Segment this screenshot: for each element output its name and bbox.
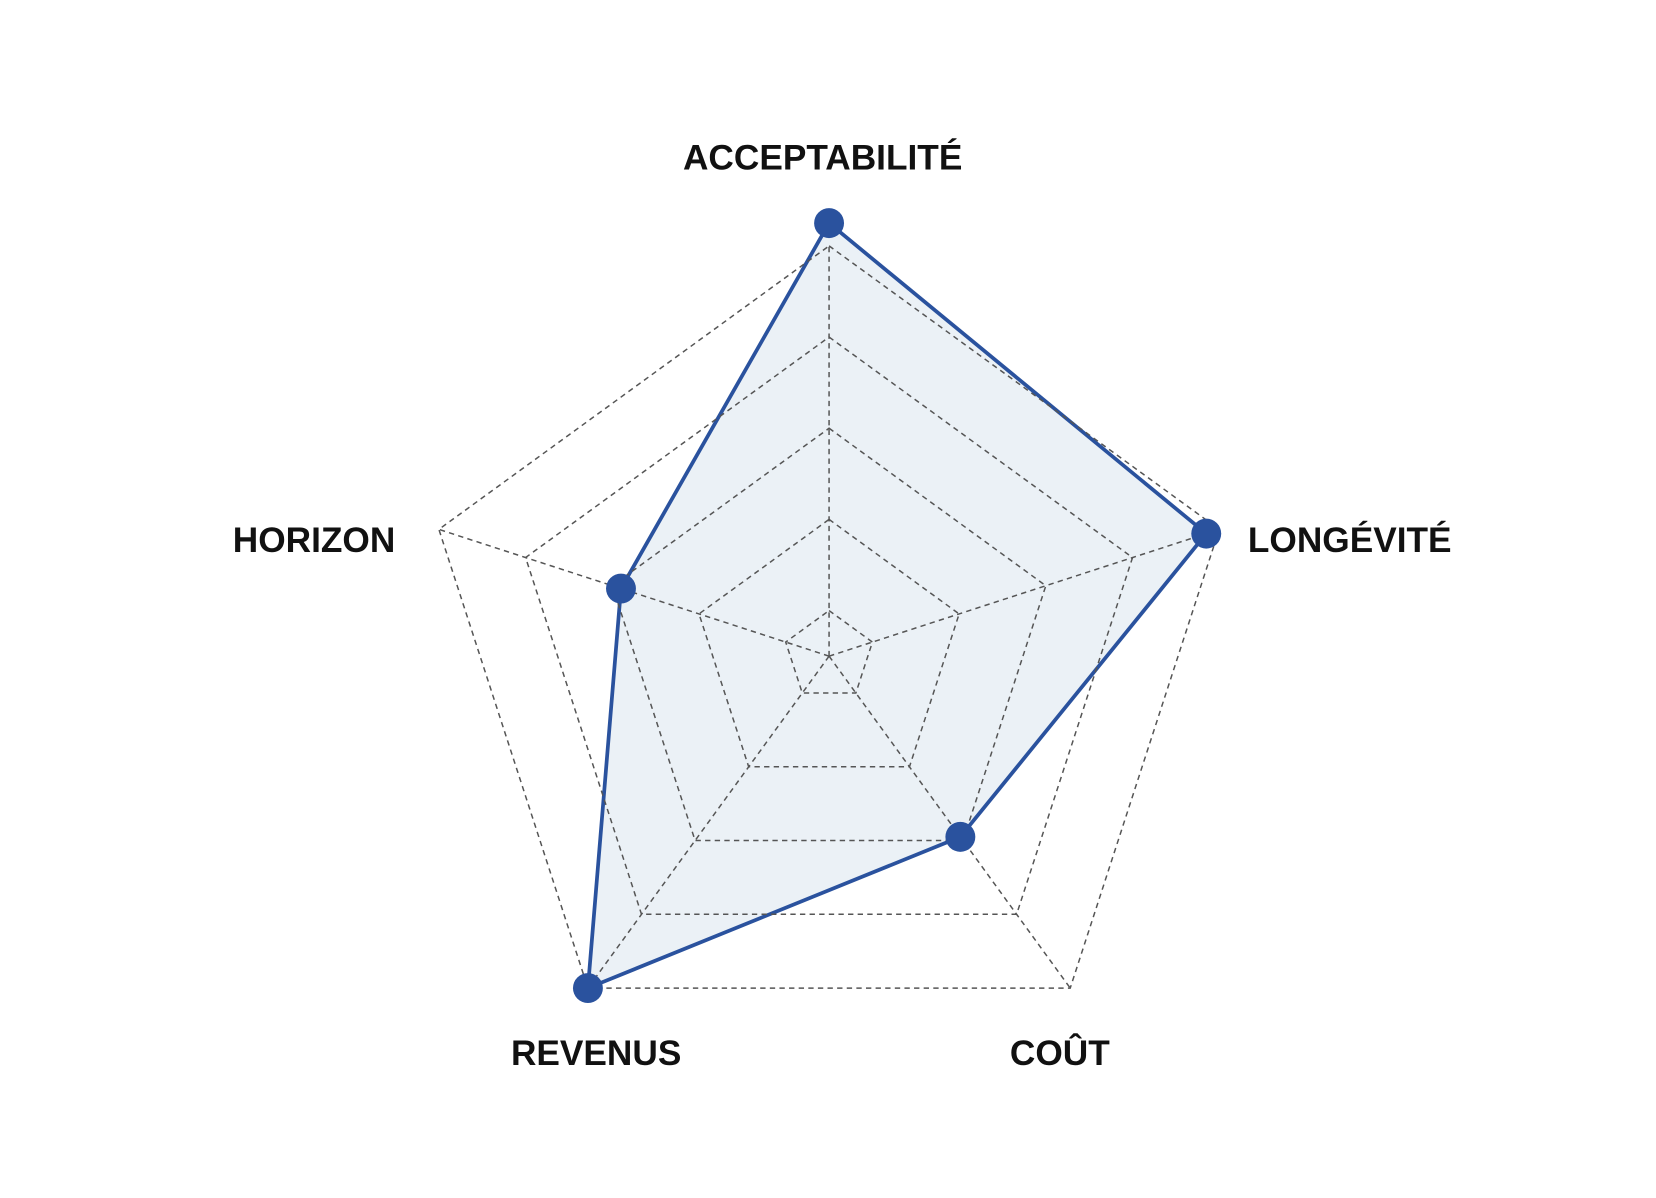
grid-spoke xyxy=(828,655,1071,989)
axis-label: COÛT xyxy=(1010,1033,1110,1073)
grid-spoke xyxy=(828,528,1220,657)
axis-label: LONGÉVITÉ xyxy=(1248,520,1452,560)
data-point xyxy=(945,821,976,852)
data-point xyxy=(1191,518,1222,549)
axis-label: ACCEPTABILITÉ xyxy=(683,138,962,178)
area xyxy=(586,221,1209,990)
grid-ring xyxy=(784,609,874,694)
grid-ring xyxy=(524,336,1134,916)
grid-ring xyxy=(438,244,1221,989)
data-point xyxy=(606,573,636,604)
grid-ring xyxy=(611,427,1047,842)
grid-spoke xyxy=(587,655,830,989)
data-point xyxy=(814,208,845,239)
axis-label: HORIZON xyxy=(233,521,396,560)
axis-label: REVENUS xyxy=(511,1034,681,1073)
data-point xyxy=(572,973,603,1004)
